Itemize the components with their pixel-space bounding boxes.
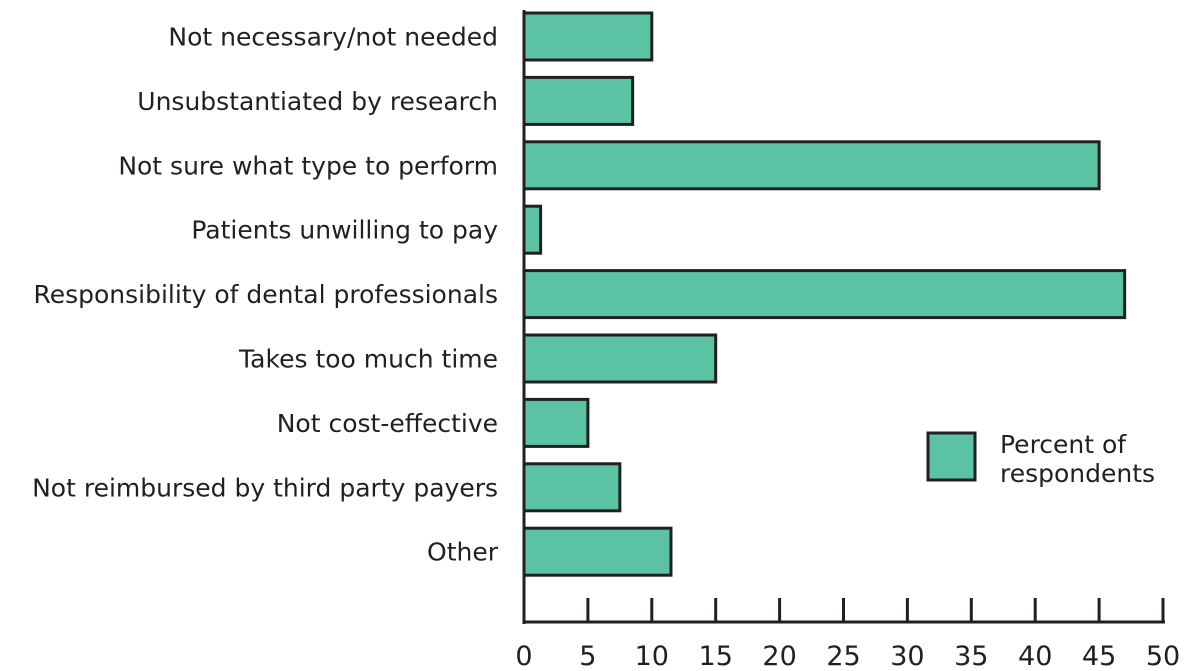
bar-5 xyxy=(522,333,718,384)
bar-6 xyxy=(522,397,590,448)
bar-3 xyxy=(522,204,543,255)
category-label-3: Patients unwilling to pay xyxy=(191,216,498,245)
bars-group xyxy=(522,11,1127,577)
x-tick-label-1: 5 xyxy=(579,641,596,671)
bar-7 xyxy=(522,462,622,513)
legend: Percent of respondents xyxy=(926,430,1155,488)
legend-label-line2: respondents xyxy=(1000,459,1155,488)
x-tick-label-6: 30 xyxy=(890,641,924,671)
legend-swatch xyxy=(926,431,977,482)
bar-0 xyxy=(522,11,654,62)
x-tick-label-2: 10 xyxy=(635,641,669,671)
category-labels: Not necessary/not needed Unsubstantiated … xyxy=(32,23,499,567)
bar-2 xyxy=(522,140,1101,191)
x-tick-label-3: 15 xyxy=(699,641,733,671)
category-label-0: Not necessary/not needed xyxy=(168,23,498,52)
x-tick-label-0: 0 xyxy=(515,641,532,671)
bar-8 xyxy=(522,526,673,577)
category-label-7: Not reimbursed by third party payers xyxy=(32,473,498,502)
x-tick-label-5: 25 xyxy=(826,641,860,671)
category-label-1: Unsubstantiated by research xyxy=(137,87,498,116)
category-label-5: Takes too much time xyxy=(238,345,498,374)
bar-4 xyxy=(522,269,1127,320)
x-tick-label-10: 50 xyxy=(1146,641,1180,671)
x-axis-ticks: 0 5 10 15 20 25 30 35 40 45 50 xyxy=(515,598,1180,671)
x-tick-label-4: 20 xyxy=(762,641,796,671)
category-label-4: Responsibility of dental professionals xyxy=(33,280,498,309)
x-tick-label-9: 45 xyxy=(1082,641,1116,671)
x-tick-label-8: 40 xyxy=(1018,641,1052,671)
x-tick-label-7: 35 xyxy=(954,641,988,671)
category-label-6: Not cost-effective xyxy=(277,409,498,438)
legend-label-line1: Percent of xyxy=(1000,430,1127,459)
bar-1 xyxy=(522,75,635,126)
category-label-8: Other xyxy=(427,538,499,567)
category-label-2: Not sure what type to perform xyxy=(118,151,498,180)
